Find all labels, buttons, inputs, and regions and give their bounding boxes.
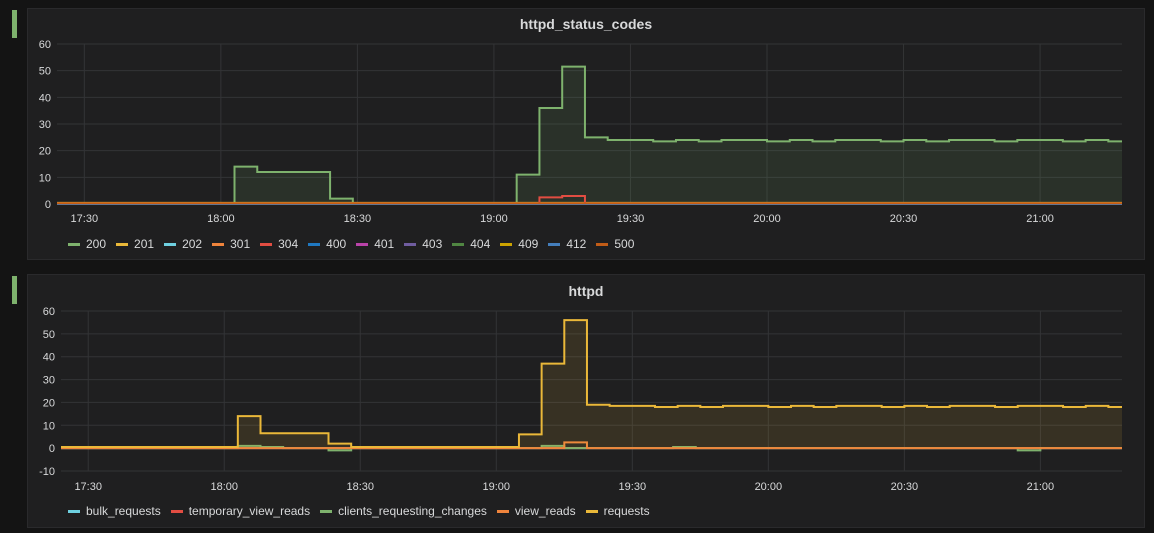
legend-item-400[interactable]: 400 — [308, 237, 346, 251]
panel-accent-bar — [12, 276, 17, 304]
legend-item-401[interactable]: 401 — [356, 237, 394, 251]
legend-item-200[interactable]: 200 — [68, 237, 106, 251]
legend-swatch-icon — [585, 509, 598, 513]
x-tick-label: 19:00 — [483, 481, 511, 493]
y-tick-label: 30 — [43, 375, 55, 387]
legend-swatch-icon — [116, 242, 129, 246]
x-tick-label: 20:30 — [891, 481, 919, 493]
legend-item-304[interactable]: 304 — [260, 237, 298, 251]
y-tick-label: 0 — [49, 443, 55, 455]
legend-item-202[interactable]: 202 — [164, 237, 202, 251]
series-area-requests — [61, 320, 1122, 449]
legend-label: 201 — [134, 237, 155, 251]
legend-item-requests[interactable]: requests — [585, 504, 650, 518]
legend-swatch-icon — [404, 242, 417, 246]
legend: 200 201 202 301 304 400 401 403 404 409 412 500 — [68, 237, 644, 251]
legend-label: 304 — [278, 237, 299, 251]
legend-label: requests — [603, 504, 650, 518]
legend-label: 404 — [470, 237, 491, 251]
legend-swatch-icon — [596, 242, 609, 246]
legend-label: 200 — [86, 237, 107, 251]
legend-swatch-icon — [452, 242, 465, 246]
legend-swatch-icon — [320, 509, 333, 513]
y-tick-label: 10 — [43, 420, 55, 432]
panel-httpd: httpd -10 0 10 20 30 40 50 60 17:30 18:00 18:30 19:… — [27, 274, 1145, 528]
legend-swatch-icon — [548, 242, 561, 246]
legend-item-temporary_view_reads[interactable]: temporary_view_reads — [170, 504, 311, 518]
legend-item-view_reads[interactable]: view_reads — [496, 504, 576, 518]
series-line-requests[interactable] — [61, 319, 1122, 448]
legend-item-403[interactable]: 403 — [404, 237, 442, 251]
legend-item-412[interactable]: 412 — [548, 237, 586, 251]
x-tick-label: 19:00 — [480, 213, 508, 225]
legend-label: temporary_view_reads — [188, 504, 311, 518]
y-tick-label: 60 — [43, 306, 55, 318]
legend-item-301[interactable]: 301 — [212, 237, 250, 251]
legend-label: 500 — [614, 237, 635, 251]
legend-label: bulk_requests — [86, 504, 161, 518]
x-tick-label: 18:30 — [346, 481, 374, 493]
legend-swatch-icon — [308, 242, 321, 246]
legend-label: 412 — [566, 237, 587, 251]
legend-label: 403 — [422, 237, 443, 251]
x-tick-label: 21:00 — [1027, 481, 1055, 493]
legend-label: 409 — [518, 237, 539, 251]
legend-swatch-icon — [68, 242, 80, 246]
legend-item-409[interactable]: 409 — [500, 237, 538, 251]
x-tick-label: 18:00 — [207, 213, 235, 225]
x-tick-label: 17:30 — [71, 213, 99, 225]
y-tick-label: 40 — [43, 352, 55, 364]
legend-swatch-icon — [500, 242, 513, 246]
x-tick-label: 17:30 — [74, 481, 102, 493]
legend-swatch-icon — [212, 242, 225, 246]
legend-label: view_reads — [514, 504, 576, 518]
legend-item-500[interactable]: 500 — [596, 237, 634, 251]
y-tick-label: 50 — [39, 66, 51, 78]
legend-label: 202 — [182, 237, 203, 251]
legend-item-404[interactable]: 404 — [452, 237, 490, 251]
legend-label: 401 — [374, 237, 395, 251]
legend-swatch-icon — [68, 509, 80, 513]
x-tick-label: 19:30 — [617, 213, 645, 225]
x-tick-label: 20:30 — [890, 213, 918, 225]
panel-httpd-status-codes: httpd_status_codes 0 10 20 30 40 50 60 17:30 18:… — [27, 8, 1145, 260]
legend-swatch-icon — [170, 509, 183, 513]
legend-item-201[interactable]: 201 — [116, 237, 154, 251]
legend-item-clients_requesting_changes[interactable]: clients_requesting_changes — [320, 504, 487, 518]
y-tick-label: 10 — [39, 172, 51, 184]
x-tick-label: 18:30 — [344, 213, 372, 225]
x-tick-label: 20:00 — [755, 481, 783, 493]
panel-accent-bar — [12, 10, 17, 38]
legend-label: 400 — [326, 237, 347, 251]
y-tick-label: 0 — [45, 199, 51, 211]
y-tick-label: 20 — [39, 146, 51, 158]
y-tick-label: 60 — [39, 39, 51, 51]
chart-httpd: -10 0 10 20 30 40 50 60 17:30 18:00 18:30 19:00 19:3… — [39, 306, 1122, 493]
y-tick-label: 40 — [39, 92, 51, 104]
x-tick-label: 21:00 — [1026, 213, 1054, 225]
y-tick-label: 50 — [43, 329, 55, 341]
x-tick-label: 20:00 — [753, 213, 781, 225]
y-tick-label: 30 — [39, 119, 51, 131]
legend-swatch-icon — [356, 242, 369, 246]
legend: bulk_requests temporary_view_reads clients… — [68, 504, 660, 518]
panel-title[interactable]: httpd — [568, 283, 604, 299]
y-tick-label: -10 — [39, 466, 55, 478]
chart-httpd-status-codes: 0 10 20 30 40 50 60 17:30 18:00 18:30 19:00 19:30 20… — [39, 39, 1122, 225]
legend-label: clients_requesting_changes — [338, 504, 487, 518]
x-tick-label: 18:00 — [210, 481, 238, 493]
series-line-view_reads[interactable] — [61, 441, 1122, 450]
legend-label: 301 — [230, 237, 251, 251]
series-area-200 — [57, 66, 1122, 204]
y-tick-label: 20 — [43, 397, 55, 409]
legend-swatch-icon — [260, 242, 273, 246]
legend-swatch-icon — [496, 509, 509, 513]
legend-swatch-icon — [164, 242, 177, 246]
legend-item-bulk_requests[interactable]: bulk_requests — [68, 504, 161, 518]
x-tick-label: 19:30 — [619, 481, 647, 493]
panel-title[interactable]: httpd_status_codes — [519, 16, 653, 32]
